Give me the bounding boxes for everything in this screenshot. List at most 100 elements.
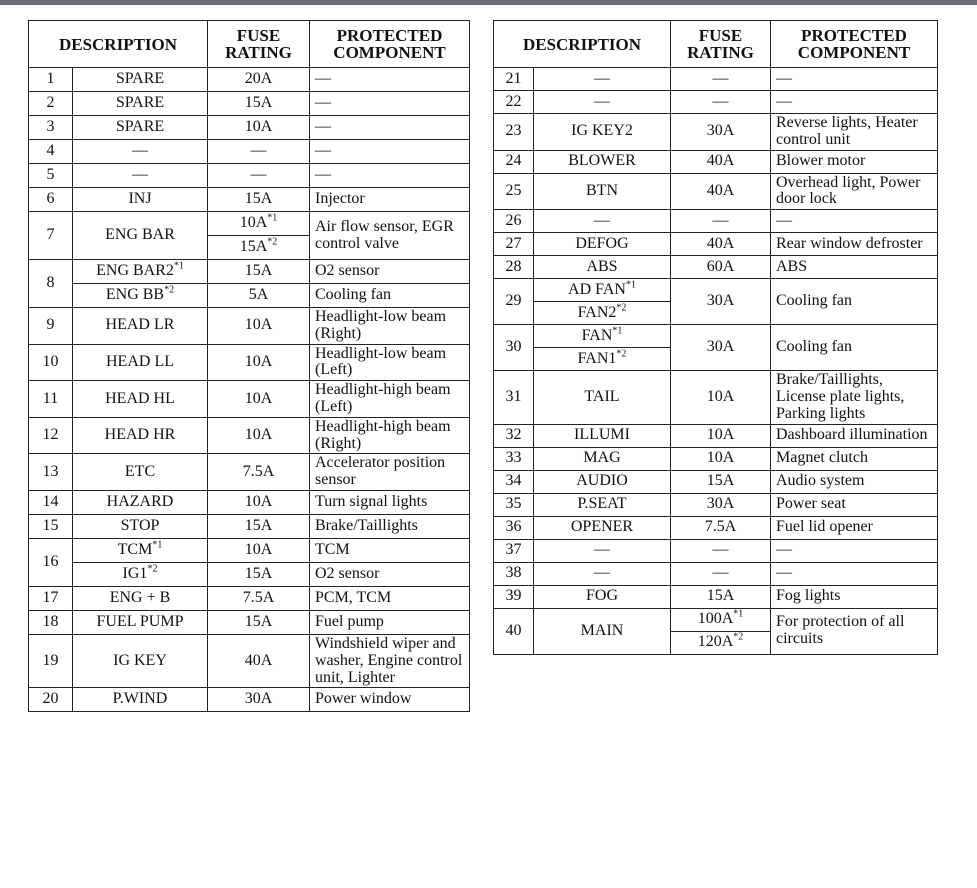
cell-text: TCM — [315, 541, 350, 559]
table-row: 35 P.SEAT 30A Power seat — [493, 492, 938, 517]
protected-component: Overhead light, Power door lock — [770, 172, 938, 211]
fuse-number: 15 — [28, 513, 73, 539]
protected-component: — — [770, 90, 938, 114]
table-row: 30 FAN*1 30A Cooling fan — [493, 324, 938, 372]
cell-text: PCM, TCM — [315, 589, 392, 607]
fuse-rating: 20A — [207, 67, 310, 92]
protected-component: — — [770, 561, 938, 586]
cell-text: — — [776, 541, 792, 559]
protected-component: Turn signal lights — [309, 489, 470, 515]
fuse-number: 11 — [28, 380, 73, 418]
protected-component: TCM — [309, 537, 470, 563]
footnote-mark: *2 — [164, 284, 175, 296]
cell-text: 10A — [244, 118, 273, 136]
table-row: 20 P.WIND 30A Power window — [28, 687, 470, 713]
cell-text: Power seat — [776, 495, 846, 513]
footnote-mark: *1 — [733, 608, 744, 620]
description: IG KEY — [72, 633, 208, 689]
cell-text: Audio system — [776, 472, 865, 490]
cell-text: — — [132, 166, 148, 184]
fuse-rating: — — [670, 90, 771, 114]
cell-text: Brake/Taillights, License plate lights, … — [776, 371, 905, 422]
cell-text: AD FAN — [568, 280, 626, 298]
table-row: ENG BB*2 5A Cooling fan — [29, 283, 470, 308]
cell-text: HEAD HL — [105, 389, 175, 407]
cell-text: — — [776, 69, 792, 87]
fuse-rating: 40A — [207, 633, 310, 689]
table-row: 120A*2 — [494, 630, 938, 655]
protected-component: Injector — [309, 187, 470, 212]
cell-text: Fuel lid opener — [776, 518, 873, 536]
protected-component: Brake/Taillights, License plate lights, … — [770, 370, 938, 425]
fuse-number: 25 — [493, 172, 534, 211]
description: HAZARD — [72, 489, 208, 515]
table-row: 11 HEAD HL 10A Headlight-high beam (Left) — [28, 380, 470, 418]
cell-text: 40A — [706, 181, 735, 199]
table-row: 15 STOP 15A Brake/Taillights — [28, 513, 470, 539]
cell-text: 10A — [244, 316, 273, 334]
cell-text: ETC — [124, 462, 156, 480]
cell-text: — — [776, 211, 792, 229]
cell-text: FAN1 — [577, 349, 617, 367]
cell-text: IG KEY2 — [571, 122, 633, 140]
cell-text: — — [594, 564, 610, 582]
cell-text: — — [594, 92, 610, 110]
fuse-number: 6 — [28, 187, 73, 212]
cell-text: 40A — [706, 152, 735, 170]
table-row: 18 FUEL PUMP 15A Fuel pump — [28, 609, 470, 635]
table-row: 40 MAIN 100A*1 For protection of all circui… — [493, 607, 938, 655]
fuse-number: 3 — [28, 115, 73, 140]
fuse-number: 21 — [493, 67, 534, 91]
cell-text: Windshield wiper and washer, Engine cont… — [315, 634, 463, 686]
footnote-mark: *1 — [152, 539, 163, 551]
description: SPARE — [72, 67, 208, 92]
cell-text: — — [776, 564, 792, 582]
fuse-rating: 120A*2 — [670, 630, 771, 655]
top-bar — [0, 0, 977, 5]
footnote-mark: *1 — [625, 279, 636, 291]
fuse-number: 13 — [28, 453, 73, 491]
fuse-rating: — — [670, 67, 771, 91]
table-row: 16 TCM*1 10A TCM — [28, 537, 470, 587]
cell-text: 10A — [244, 493, 273, 511]
header-cell: DESCRIPTION — [28, 20, 208, 68]
table-row: 3 SPARE 10A — — [28, 115, 470, 140]
cell-text: — — [594, 541, 610, 559]
protected-component: Headlight-high beam (Right) — [309, 416, 470, 455]
cell-text: Fog lights — [776, 587, 841, 605]
fuse-rating: 10A — [207, 343, 310, 382]
cell-text: Headlight-high beam (Left) — [315, 381, 451, 415]
table-row: IG1*2 15A O2 sensor — [29, 561, 470, 587]
fuse-number: 38 — [493, 561, 534, 586]
fuse-rating: 10A — [207, 380, 310, 418]
footnote-mark: *2 — [267, 236, 278, 248]
fuse-rating: 40A — [670, 149, 771, 174]
protected-component: Cooling fan — [770, 324, 938, 372]
cell-text: 40A — [706, 234, 735, 252]
fuse-number: 31 — [493, 370, 534, 425]
fuse-rating: 15A — [670, 584, 771, 609]
fuse-rating: 10A — [207, 489, 310, 515]
fuse-rating: 40A — [670, 172, 771, 211]
cell-text: 30A — [706, 122, 735, 140]
description: OPENER — [533, 515, 671, 540]
cell-text: 30A — [706, 495, 735, 513]
table-row: 39 FOG 15A Fog lights — [493, 584, 938, 609]
cell-text: Magnet clutch — [776, 449, 868, 467]
description: — — [533, 561, 671, 586]
protected-component: Power window — [309, 687, 470, 713]
fuse-rating: — — [670, 561, 771, 586]
fuse-rating: 100A*1 — [670, 607, 771, 632]
fuse-table-right: DESCRIPTION FUSE RATING PROTECTED COMPONEN… — [493, 20, 938, 655]
table-row: FAN2*2 — [494, 301, 938, 326]
table-row: 25 BTN 40A Overhead light, Power door lock — [493, 172, 938, 211]
fuse-number: 10 — [28, 343, 73, 382]
cell-text: 7.5A — [704, 518, 737, 536]
fuse-number: 28 — [493, 255, 534, 280]
fuse-rating: 7.5A — [207, 453, 310, 491]
fuse-rating: 15A*2 — [207, 235, 310, 260]
header-row: DESCRIPTION FUSE RATING PROTECTED COMPONEN… — [493, 20, 938, 68]
fuse-rating: 15A — [207, 259, 310, 284]
cell-text: 30A — [706, 338, 735, 356]
fuse-rating: 7.5A — [207, 585, 310, 611]
